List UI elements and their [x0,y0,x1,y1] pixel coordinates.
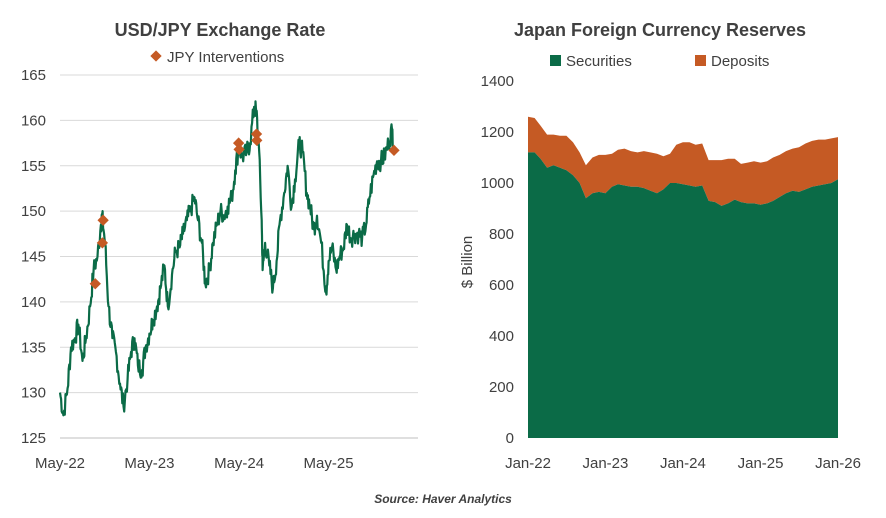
left-gridlines [60,74,418,394]
deposits-legend-swatch [695,55,706,66]
left-x-tick-label: May-25 [304,455,354,472]
source-note: Source: Haver Analytics [374,492,512,506]
securities-legend-label: Securities [566,53,632,70]
left-y-tick-label: 125 [21,430,46,447]
right-y-axis-label: $ Billion [459,236,476,289]
deposits-area [528,116,838,206]
right-legend: Securities Deposits [550,53,769,70]
intervention-marker [233,143,245,156]
left-y-tick-labels: 125 130 135 140 145 150 155 160 165 [21,67,46,447]
left-chart-title: USD/JPY Exchange Rate [115,20,326,40]
deposits-legend-label: Deposits [711,53,769,70]
right-y-tick-labels: 0 200 400 600 800 1000 1200 1400 [481,73,514,447]
right-y-tick-label: 1400 [481,73,514,90]
left-y-tick-label: 160 [21,112,46,129]
intervention-legend-label: JPY Interventions [167,49,284,66]
right-y-tick-label: 600 [489,277,514,294]
left-y-tick-label: 130 [21,385,46,402]
right-x-tick-label: Jan-26 [815,455,861,472]
reserves-chart: Japan Foreign Currency Reserves Securiti… [459,20,861,472]
securities-area [528,152,838,438]
right-x-tick-label: Jan-22 [505,455,551,472]
right-y-tick-label: 800 [489,226,514,243]
left-y-tick-label: 135 [21,339,46,356]
usdjpy-chart: USD/JPY Exchange Rate JPY Interventions … [21,20,418,472]
right-chart-title: Japan Foreign Currency Reserves [514,20,806,40]
left-y-tick-label: 165 [21,67,46,84]
right-y-tick-label: 0 [506,430,514,447]
usdjpy-line [58,100,396,417]
intervention-legend-marker [150,50,162,62]
right-x-tick-label: Jan-23 [583,455,629,472]
intervention-marker [97,214,109,226]
right-y-tick-label: 200 [489,379,514,396]
left-x-tick-label: May-24 [214,455,264,472]
left-x-tick-label: May-23 [124,455,174,472]
left-y-tick-label: 155 [21,158,46,175]
left-legend: JPY Interventions [150,49,284,66]
right-y-tick-label: 1200 [481,124,514,141]
left-x-tick-label: May-22 [35,455,85,472]
left-y-tick-label: 150 [21,203,46,220]
left-y-tick-label: 140 [21,294,46,311]
left-x-tick-labels: May-22 May-23 May-24 May-25 [35,455,354,472]
right-y-tick-label: 1000 [481,175,514,192]
right-x-tick-labels: Jan-22 Jan-23 Jan-24 Jan-25 Jan-26 [505,455,861,472]
right-x-tick-label: Jan-25 [738,455,784,472]
intervention-marker [388,144,400,156]
intervention-marker [232,137,245,149]
right-x-tick-label: Jan-24 [660,455,706,472]
intervention-marker [251,134,263,146]
securities-legend-swatch [550,55,561,66]
right-y-tick-label: 400 [489,328,514,345]
left-y-tick-label: 145 [21,249,46,266]
